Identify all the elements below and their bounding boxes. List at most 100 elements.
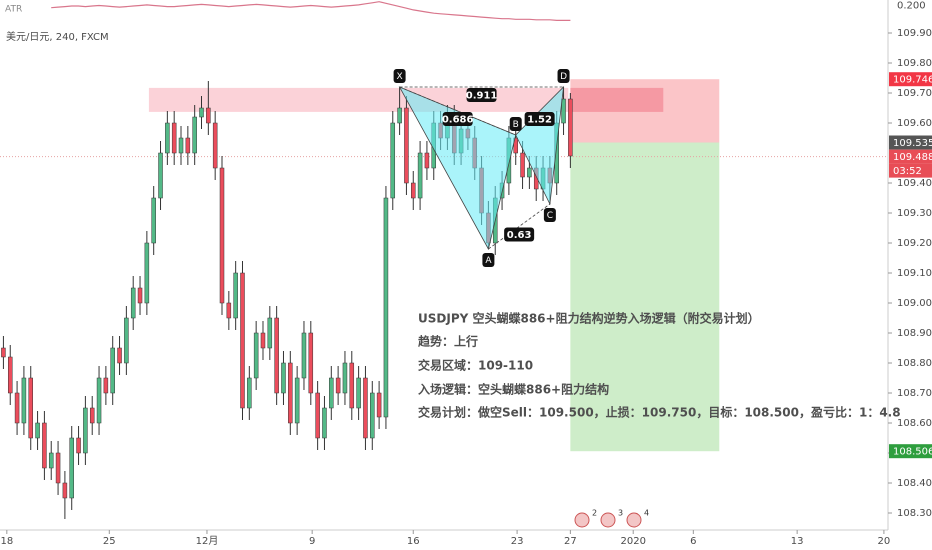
candle-body: [363, 377, 368, 439]
note-line: 入场逻辑：空头蝴蝶886+阻力结构: [418, 382, 609, 397]
point-box: [393, 69, 406, 84]
x-tick-label: 23: [511, 536, 524, 547]
note-line: 交易计划：做空Sell：109.500，止损：109.750，目标：108.50…: [418, 405, 901, 420]
resistance-projection: [570, 87, 664, 112]
ratio-box: [466, 88, 497, 103]
pattern-link: [399, 86, 516, 136]
candle-body: [370, 392, 375, 439]
event-count: 4: [644, 509, 649, 518]
point-label: X: [397, 72, 403, 82]
x-tick-label: 12月: [196, 535, 219, 547]
candle-body: [35, 422, 40, 439]
candle-body: [117, 347, 122, 364]
candle-body: [342, 362, 348, 394]
target-zone: [570, 142, 720, 452]
point-box: [482, 253, 495, 268]
price-tag: [889, 444, 932, 459]
candle-body: [137, 287, 143, 304]
price-tag-label: 109.535: [893, 138, 932, 149]
event-count: 2: [592, 509, 597, 518]
atr-label: ATR: [5, 5, 22, 15]
candle-body: [322, 407, 327, 439]
note-line: 交易区域：109-110: [418, 358, 533, 373]
price-tag-label: 109.746: [893, 75, 932, 86]
resistance-zone: [148, 87, 569, 112]
y-tick-label: 108.900: [897, 328, 932, 339]
candle-body: [69, 437, 74, 499]
ratio-label: 0.911: [466, 91, 498, 102]
y-tick-label: 109.000: [897, 298, 932, 309]
price-tag: [889, 135, 932, 150]
point-box: [509, 117, 522, 132]
candle-body: [520, 152, 525, 178]
candle-body: [260, 332, 266, 349]
candle-body: [21, 377, 27, 424]
note-title: USDJPY 空头蝴蝶886+阻力结构逆势入场逻辑（附交易计划）: [418, 311, 760, 326]
candle-body: [240, 272, 245, 409]
candle-body: [55, 452, 61, 484]
point-label: C: [547, 211, 553, 221]
candle-body: [329, 377, 334, 409]
event-icon: [626, 512, 642, 528]
ratio-box: [504, 227, 535, 242]
candle-body: [14, 392, 20, 424]
candle-body: [513, 137, 518, 154]
candle-body: [185, 137, 191, 154]
candle-body: [219, 167, 225, 304]
candle-body: [28, 377, 33, 439]
x-tick-label: 9: [309, 536, 315, 547]
candle-body: [151, 197, 156, 244]
y-tick-label: 108.300: [897, 508, 932, 519]
candle-body: [561, 98, 566, 124]
ratio-label: 1.52: [527, 115, 552, 126]
ratio-label: 0.63: [507, 230, 532, 241]
atr-line: [51, 1, 571, 21]
point-label: A: [485, 256, 492, 266]
candle-body: [165, 122, 170, 154]
y-tick-label: 109.800: [897, 58, 932, 69]
candle-body: [89, 407, 95, 424]
candle-body: [568, 98, 573, 157]
candle-body: [301, 332, 307, 379]
candle-body: [335, 377, 341, 394]
x-tick-label: 16: [407, 536, 420, 547]
candle-body: [397, 107, 402, 124]
candle-body: [206, 107, 211, 124]
x-tick-label: 13: [791, 536, 804, 547]
candle-body: [178, 137, 184, 154]
candle-body: [96, 377, 102, 424]
candle-body: [199, 107, 204, 118]
candle-body: [308, 332, 314, 394]
price-tag: [889, 72, 932, 87]
candle-body: [42, 422, 47, 469]
candle-body: [171, 122, 177, 154]
y-tick-label: 109.300: [897, 208, 932, 219]
candle-body: [424, 152, 430, 169]
y-tick-label: 109.200: [897, 238, 932, 249]
x-tick-label: 27: [564, 536, 577, 547]
event-count: 3: [618, 509, 623, 518]
x-tick-label: 18: [0, 536, 13, 547]
candle-body: [390, 122, 396, 199]
candle-body: [233, 272, 238, 319]
y-tick-label: 108.600: [897, 418, 932, 429]
y-tick-label: 109.100: [897, 268, 932, 279]
ratio-label: 0.686: [442, 115, 474, 126]
ratio-box: [524, 112, 555, 127]
candle-body: [48, 452, 54, 469]
y-tick-label: 108.800: [897, 358, 932, 369]
candle-body: [356, 377, 361, 409]
pattern-link: [488, 203, 551, 250]
y-tick-label: 109.700: [897, 88, 932, 99]
y-tick-label: 109.600: [897, 118, 932, 129]
price-tag-label: 108.506: [893, 447, 932, 458]
point-box: [543, 208, 556, 223]
event-icon: [574, 512, 590, 528]
y-tick-label: 108.400: [897, 478, 932, 489]
candle-body: [274, 317, 279, 394]
candle-body: [124, 317, 129, 364]
x-tick-label: 2020: [620, 536, 645, 547]
candle-body: [158, 152, 163, 199]
